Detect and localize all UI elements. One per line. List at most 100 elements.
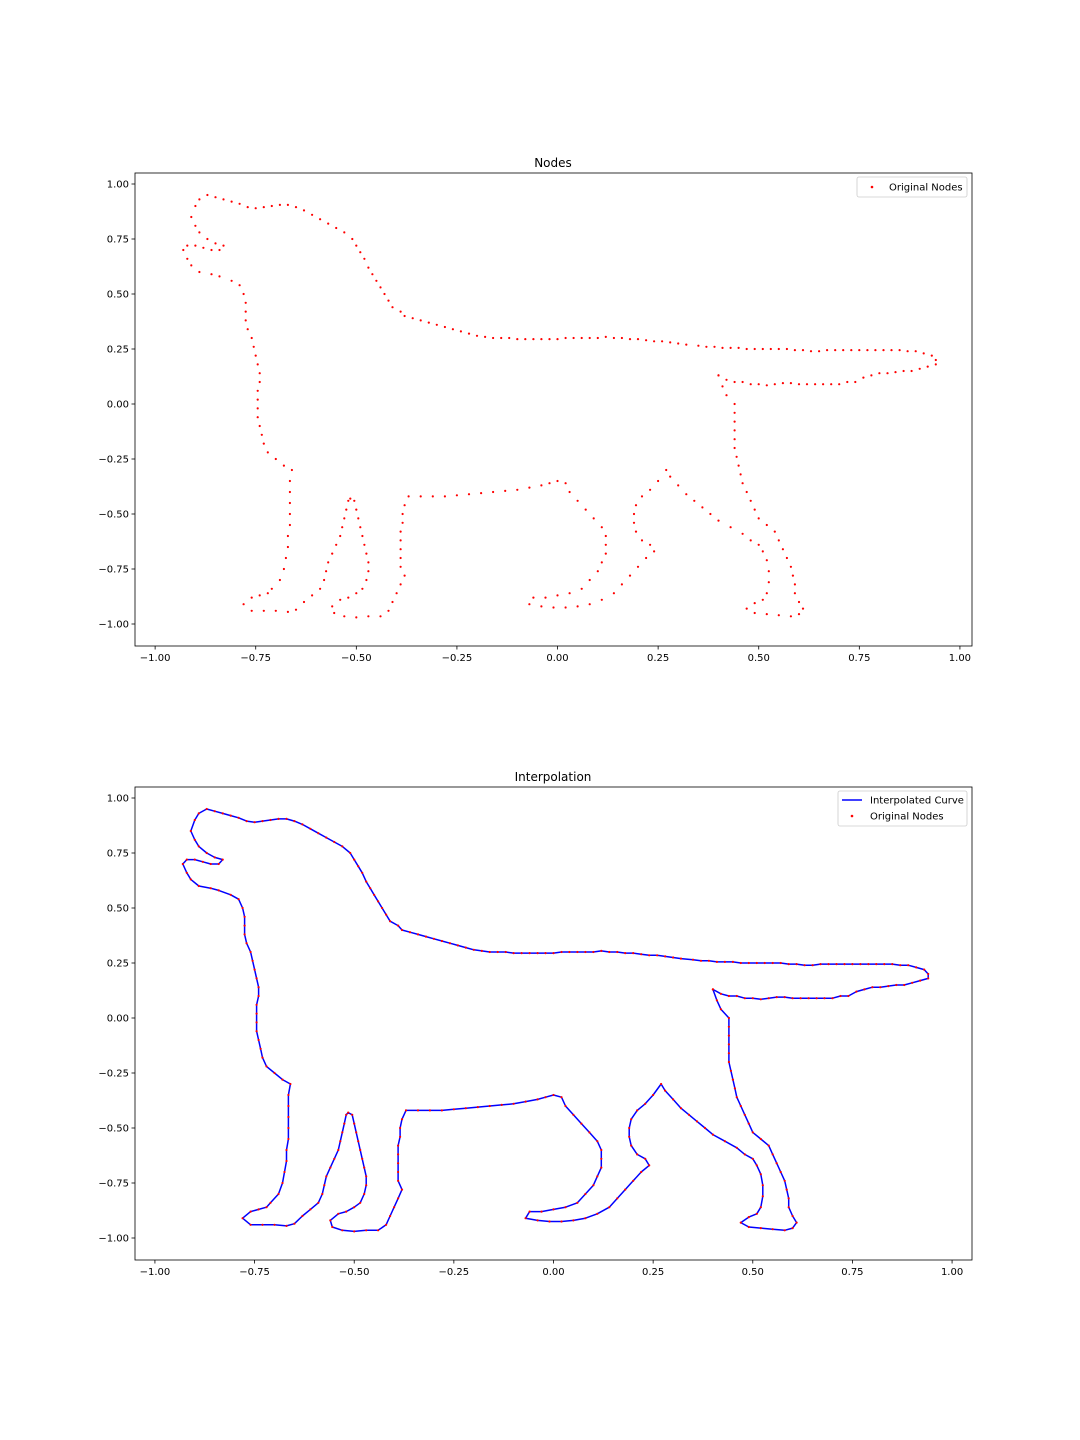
node-point xyxy=(886,372,889,375)
node-point xyxy=(759,1227,762,1230)
node-point xyxy=(266,592,269,595)
node-point xyxy=(259,1047,262,1050)
node-point xyxy=(333,1157,336,1160)
node-point xyxy=(799,997,802,1000)
node-point xyxy=(288,479,291,483)
node-point xyxy=(823,997,826,1000)
node-point xyxy=(205,851,208,855)
node-point xyxy=(524,1217,527,1220)
node-point xyxy=(548,1220,551,1223)
node-point xyxy=(747,1225,750,1229)
node-point xyxy=(564,606,567,609)
y-tick-label: 0.00 xyxy=(107,1014,129,1025)
node-point xyxy=(256,389,259,392)
node-point xyxy=(737,464,740,467)
node-point xyxy=(552,952,555,955)
node-point xyxy=(278,578,281,582)
node-point xyxy=(592,950,595,954)
node-point xyxy=(899,964,902,967)
node-point xyxy=(244,301,247,304)
node-point xyxy=(644,1157,647,1160)
node-point xyxy=(572,1219,575,1222)
node-point xyxy=(273,1071,276,1075)
node-point xyxy=(365,880,368,883)
node-point xyxy=(765,559,768,562)
node-point xyxy=(345,1113,348,1116)
node-point xyxy=(229,814,232,817)
node-point xyxy=(600,949,603,953)
node-point xyxy=(616,950,619,954)
node-point xyxy=(843,963,846,966)
node-point xyxy=(222,198,225,201)
node-point xyxy=(739,473,742,476)
node-point xyxy=(747,1122,750,1125)
node-point xyxy=(440,939,443,943)
node-point xyxy=(250,596,253,599)
node-point xyxy=(725,378,728,381)
node-point xyxy=(317,832,320,835)
node-point xyxy=(568,490,571,494)
node-point xyxy=(385,913,388,916)
node-point xyxy=(186,257,189,260)
node-point xyxy=(927,972,930,976)
node-point xyxy=(743,1153,746,1156)
node-point xyxy=(255,1030,258,1033)
node-point xyxy=(600,1166,603,1169)
node-point xyxy=(367,570,370,573)
node-point xyxy=(327,222,330,225)
node-point xyxy=(210,273,213,276)
node-point xyxy=(230,200,233,203)
node-point xyxy=(807,997,810,1000)
node-point xyxy=(262,609,265,612)
node-point xyxy=(524,338,527,341)
node-point xyxy=(250,336,253,340)
node-point xyxy=(440,1109,443,1112)
node-point xyxy=(660,1082,663,1086)
node-point xyxy=(249,950,252,954)
node-point xyxy=(255,1021,258,1024)
node-point xyxy=(293,1222,296,1225)
node-point xyxy=(687,1113,691,1116)
node-point xyxy=(789,615,793,618)
node-point xyxy=(781,382,785,385)
node-point xyxy=(363,1166,366,1169)
node-point xyxy=(257,1208,260,1211)
node-point xyxy=(584,1192,587,1196)
node-point xyxy=(520,952,523,955)
node-point xyxy=(801,349,805,352)
node-point xyxy=(751,1157,754,1160)
node-point xyxy=(649,488,652,491)
node-point xyxy=(528,1210,531,1213)
node-point xyxy=(757,383,760,386)
node-point xyxy=(898,349,901,352)
node-point xyxy=(347,596,350,599)
node-point xyxy=(210,248,213,252)
node-point xyxy=(727,1034,731,1037)
node-point xyxy=(759,1173,762,1176)
node-point xyxy=(747,961,750,965)
node-point xyxy=(260,433,263,436)
node-point xyxy=(189,878,192,881)
node-point xyxy=(400,1188,404,1191)
node-point xyxy=(632,1179,635,1182)
legend-marker-original-nodes xyxy=(870,185,874,189)
node-point xyxy=(329,1166,332,1169)
node-point xyxy=(273,1223,276,1226)
node-point xyxy=(281,1181,284,1185)
node-point xyxy=(580,336,583,340)
node-point xyxy=(749,383,752,386)
node-point xyxy=(246,328,249,331)
node-point xyxy=(588,336,591,340)
node-point xyxy=(787,963,790,966)
node-point xyxy=(677,484,680,487)
node-point xyxy=(777,539,780,542)
node-point xyxy=(347,1111,350,1114)
node-point xyxy=(349,497,352,500)
node-point xyxy=(287,1104,290,1108)
node-point xyxy=(745,607,748,610)
node-point xyxy=(401,521,404,524)
node-point xyxy=(755,961,758,965)
node-point xyxy=(293,820,296,823)
node-point xyxy=(399,539,402,542)
node-point xyxy=(214,242,217,245)
